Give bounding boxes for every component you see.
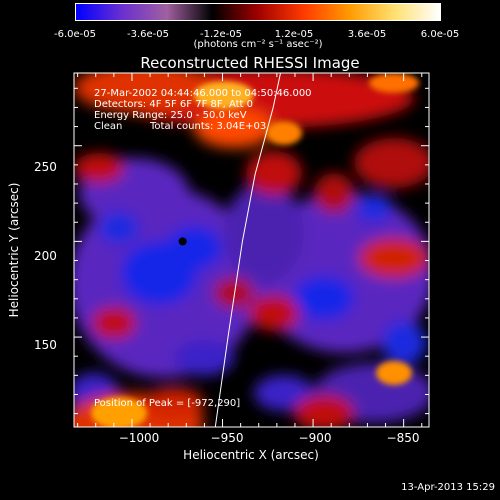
plot-frame [73,72,430,428]
y-tick-label: 150 [34,338,57,352]
y-tick-label: 250 [34,160,57,174]
timestamp: 13-Apr-2013 15:29 [401,482,495,493]
x-tick-label: −950 [210,431,244,445]
detectors-annotation: Detectors: 4F 5F 6F 7F 8F, Att 0 [94,99,254,110]
colorbar-tick: 3.6e-05 [347,29,387,40]
peak-position-annotation: Position of Peak = [-972,290] [94,398,241,409]
counts-annotation: Total counts: 3.04E+03 [150,121,267,132]
colorbar-tick: -6.0e-05 [54,29,96,40]
method-annotation: Clean [94,121,123,132]
chart-title: Reconstructed RHESSI Image [140,54,360,72]
colorbar-tick: -3.6e-05 [127,29,169,40]
x-tick-label: −1000 [118,431,160,445]
colorbar-gradient [76,4,440,20]
colorbar [75,3,441,21]
x-axis-label: Heliocentric X (arcsec) [183,448,319,462]
energy-annotation: Energy Range: 25.0 - 50.0 keV [94,110,247,121]
heatmap-hotspots [91,73,419,427]
x-tick-label: −900 [298,431,332,445]
peak-marker [178,237,187,246]
colorbar-tick: 1.2e-05 [274,29,314,40]
y-tick-label: 200 [34,249,57,263]
plot-area [74,73,429,427]
time-range-annotation: 27-Mar-2002 04:44:46.000 to 04:50:46.000 [94,88,312,99]
x-tick-label: −850 [386,431,420,445]
y-axis-label: Heliocentric Y (arcsec) [7,182,21,318]
colorbar-tick: -1.2e-05 [200,29,242,40]
heatmap [74,73,429,427]
colorbar-tick: 6.0e-05 [420,29,460,40]
solar-limb-line [214,73,281,427]
colorbar-units: (photons cm⁻² s⁻¹ asec⁻²) [193,39,323,50]
